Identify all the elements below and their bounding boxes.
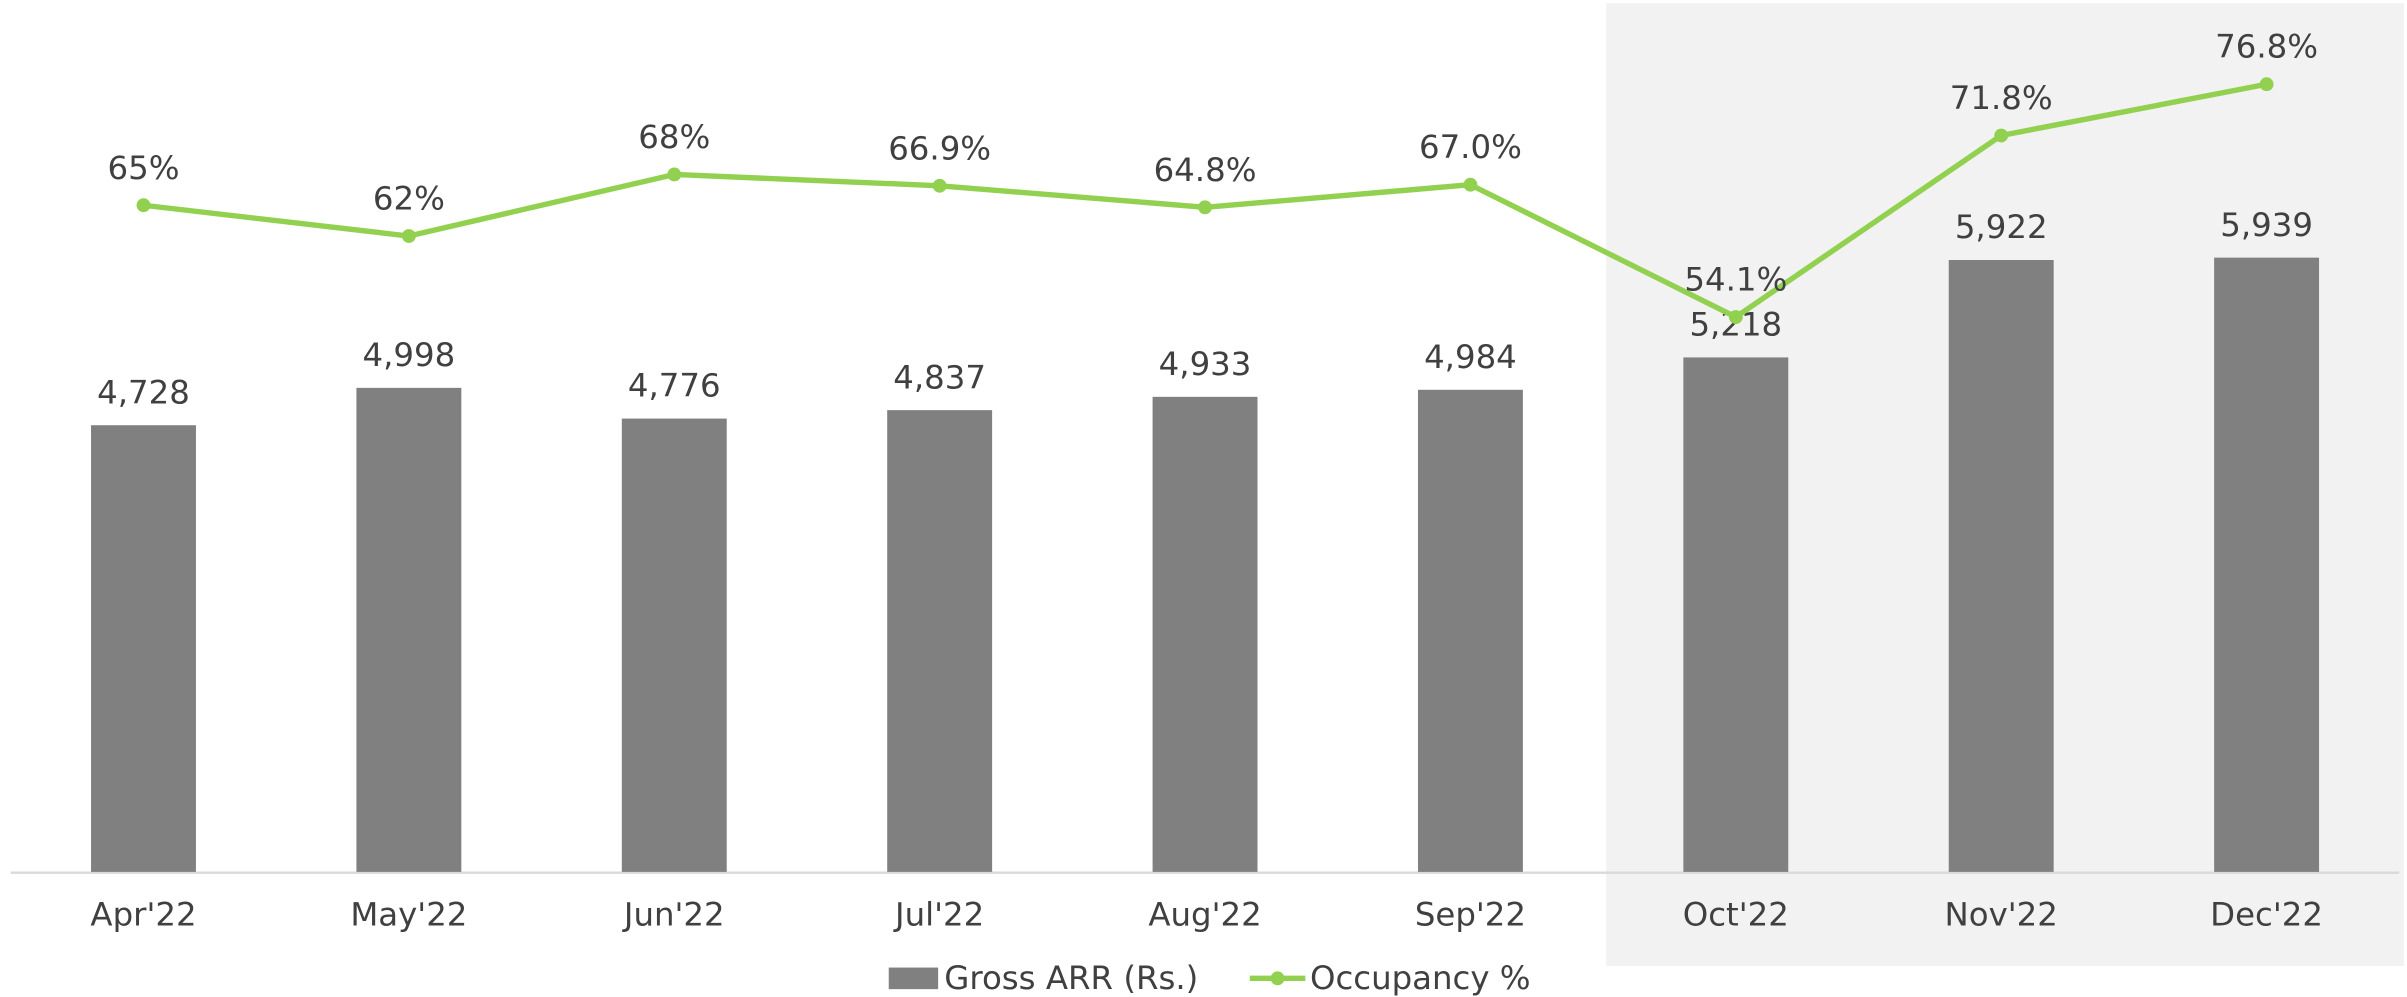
bar <box>621 418 727 872</box>
x-tick-label: Oct'22 <box>1683 896 1789 934</box>
line-value-label: 65% <box>107 149 179 187</box>
bar <box>2214 257 2320 872</box>
line-point <box>667 167 682 182</box>
legend-label: Gross ARR (Rs.) <box>944 959 1198 997</box>
line-point <box>1728 310 1743 324</box>
bar-value-label: 5,922 <box>1955 208 2048 246</box>
line-value-label: 66.9% <box>888 129 991 167</box>
legend-swatch-dot <box>1270 971 1285 986</box>
line-value-label: 64.8% <box>1154 151 1257 189</box>
bar-value-label: 4,837 <box>893 358 986 396</box>
bar <box>1417 389 1523 872</box>
x-tick-label: Sep'22 <box>1415 896 1526 934</box>
bar-value-label: 4,933 <box>1159 345 1252 383</box>
line-point <box>932 178 947 193</box>
line-value-label: 54.1% <box>1684 261 1787 299</box>
line-value-label: 62% <box>373 180 445 218</box>
line-point <box>401 229 416 243</box>
legend-label: Occupancy % <box>1310 959 1531 997</box>
bar <box>91 425 196 872</box>
x-tick-label: May'22 <box>350 896 467 934</box>
line-point <box>2259 77 2274 92</box>
line-point <box>136 198 151 213</box>
x-tick-label: Jul'22 <box>893 896 984 934</box>
line-value-label: 68% <box>638 118 710 156</box>
bar <box>1683 357 1789 872</box>
bar <box>1948 259 2054 872</box>
bar-value-label: 5,939 <box>2220 206 2313 244</box>
bar <box>1152 396 1258 872</box>
line-value-label: 71.8% <box>1950 79 2053 117</box>
bar-value-label: 4,728 <box>97 373 190 411</box>
bar <box>887 410 993 872</box>
bar <box>356 387 462 872</box>
line-point <box>1463 177 1478 192</box>
bar-value-label: 4,998 <box>363 336 456 374</box>
x-tick-label: Aug'22 <box>1148 896 1261 934</box>
line-value-label: 67.0% <box>1419 128 1522 166</box>
x-tick-label: Dec'22 <box>2210 896 2323 934</box>
bar-value-label: 4,776 <box>628 367 721 405</box>
x-tick-label: Nov'22 <box>1945 896 2058 934</box>
x-tick-label: Jun'22 <box>622 896 725 934</box>
line-value-label: 76.8% <box>2215 28 2318 66</box>
line-point <box>1994 128 2009 143</box>
bar-value-label: 4,984 <box>1424 338 1517 376</box>
legend-swatch <box>888 967 939 990</box>
line-point <box>1198 200 1212 215</box>
x-tick-label: Apr'22 <box>90 896 196 934</box>
